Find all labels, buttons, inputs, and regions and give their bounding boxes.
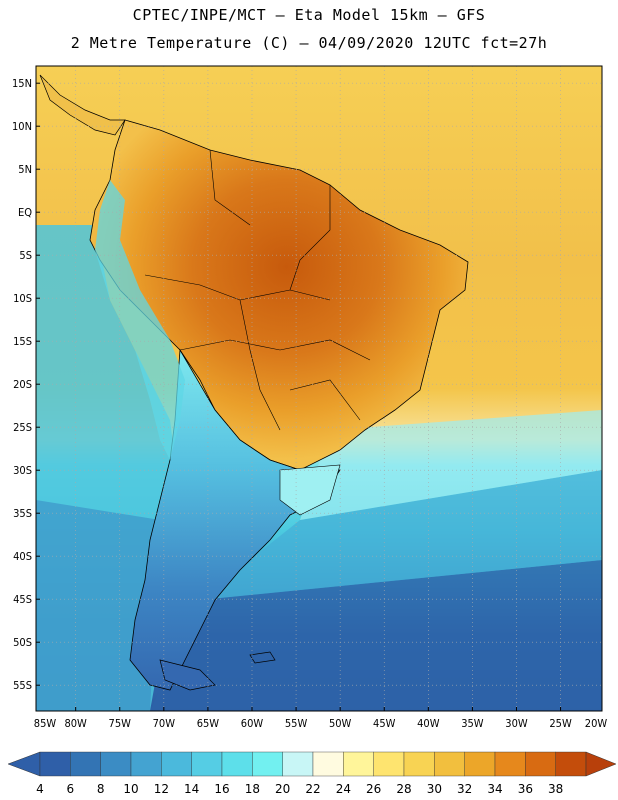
south-atlantic-mid	[200, 470, 602, 600]
longitude-label: 85W	[34, 717, 57, 730]
country-borders	[144, 149, 371, 431]
latitude-label: 5S	[19, 249, 32, 262]
colorbar-swatch	[221, 751, 253, 777]
colorbar-swatch	[161, 751, 192, 777]
colorbar-label: 24	[336, 782, 351, 796]
latitude-label: 15S	[13, 335, 32, 348]
longitude-labels: 85W 80W 75W 70W 65W 60W 55W 50W 45W 40W 35W 30W 25W 2…	[34, 707, 608, 730]
title-line-2: 2 Metre Temperature (C) – 04/09/2020 12U…	[70, 34, 548, 52]
longitude-label: 70W	[153, 717, 176, 730]
colorbar-label: 14	[184, 782, 199, 796]
temperature-map: 15N 10N 5N EQ 5S 10S 15S 20S 25S 30S 35S 40S 45S 50S 5…	[12, 65, 608, 730]
longitude-label: 30W	[505, 717, 528, 730]
latitude-label: 15N	[12, 77, 32, 90]
title-line-1: CPTEC/INPE/MCT – Eta Model 15km – GFS	[132, 6, 486, 24]
longitude-label: 25W	[549, 717, 572, 730]
longitude-label: 75W	[109, 717, 132, 730]
colorbar-swatch	[100, 751, 132, 777]
colorbar-label: 8	[97, 782, 105, 796]
latitude-label: 45S	[13, 593, 32, 606]
latitude-label: 50S	[13, 636, 32, 649]
colorbar-label: 22	[305, 782, 320, 796]
colorbar-swatch	[373, 751, 405, 777]
longitude-label: 35W	[461, 717, 484, 730]
latitude-label: EQ	[18, 206, 32, 219]
colorbar-swatch	[434, 751, 465, 777]
colorbar-label: 18	[245, 782, 260, 796]
colorbar-labels: 4 6 8 10 12 14 16 18 20 22 24 26 28 30 32 34 36 38	[36, 782, 563, 796]
longitude-label: 45W	[373, 717, 396, 730]
colorbar-swatch	[494, 751, 526, 777]
colorbar-swatch	[191, 751, 223, 777]
subtropical-light-band	[300, 410, 602, 520]
colorbar-swatch	[555, 751, 587, 777]
latitude-label: 20S	[13, 378, 32, 391]
latitude-label: 10S	[13, 292, 32, 305]
colorbar-label: 6	[67, 782, 75, 796]
tierra-del-fuego	[159, 659, 216, 691]
colorbar-swatch	[282, 751, 314, 777]
colorbar-swatch	[464, 751, 496, 777]
uruguay-cool-area	[279, 464, 341, 516]
colorbar-swatch	[343, 751, 374, 777]
colorbar-label: 34	[487, 782, 502, 796]
colorbar-label: 10	[123, 782, 138, 796]
colorbar-low-arrow	[7, 751, 41, 777]
colorbar-label: 38	[548, 782, 563, 796]
latitude-label: 35S	[13, 507, 32, 520]
colorbar-swatch	[312, 751, 344, 777]
colorbar-label: 26	[366, 782, 381, 796]
andes-cool-strip	[95, 180, 185, 460]
latitude-labels: 15N 10N 5N EQ 5S 10S 15S 20S 25S 30S 35S 40S 45S 50S 5…	[12, 77, 40, 692]
central-america-land	[39, 74, 126, 136]
south-atlantic-cold	[150, 560, 602, 711]
longitude-label: 40W	[417, 717, 440, 730]
latitude-label: 25S	[13, 421, 32, 434]
longitude-label: 65W	[197, 717, 220, 730]
pacific-deep-band	[36, 500, 160, 711]
latitude-label: 55S	[13, 679, 32, 692]
colorbar: 4 6 8 10 12 14 16 18 20 22 24 26 28 30 32 34 36 38	[7, 751, 617, 796]
colorbar-swatch	[252, 751, 283, 777]
colorbar-label: 12	[154, 782, 169, 796]
colorbar-swatches	[39, 751, 587, 777]
colorbar-swatch	[130, 751, 162, 777]
latitude-label: 40S	[13, 550, 32, 563]
colorbar-label: 30	[427, 782, 442, 796]
colorbar-swatch	[70, 751, 101, 777]
colorbar-swatch	[39, 751, 71, 777]
longitude-label: 60W	[241, 717, 264, 730]
colorbar-label: 20	[275, 782, 290, 796]
colorbar-label: 16	[214, 782, 229, 796]
latitude-label: 10N	[12, 120, 32, 133]
longitude-label: 50W	[329, 717, 352, 730]
southern-cone-land	[129, 348, 341, 691]
longitude-label: 80W	[64, 717, 87, 730]
map-frame	[35, 65, 603, 712]
colorbar-swatch	[403, 751, 435, 777]
latitude-label: 5N	[18, 163, 32, 176]
colorbar-label: 32	[457, 782, 472, 796]
longitude-label: 20W	[585, 717, 608, 730]
colorbar-label: 28	[396, 782, 411, 796]
latitude-label: 30S	[13, 464, 32, 477]
colorbar-label: 4	[36, 782, 44, 796]
longitude-label: 55W	[285, 717, 308, 730]
falkland-islands	[249, 651, 276, 664]
colorbar-swatch	[525, 751, 556, 777]
colorbar-label: 36	[518, 782, 533, 796]
colorbar-high-arrow	[585, 751, 617, 777]
